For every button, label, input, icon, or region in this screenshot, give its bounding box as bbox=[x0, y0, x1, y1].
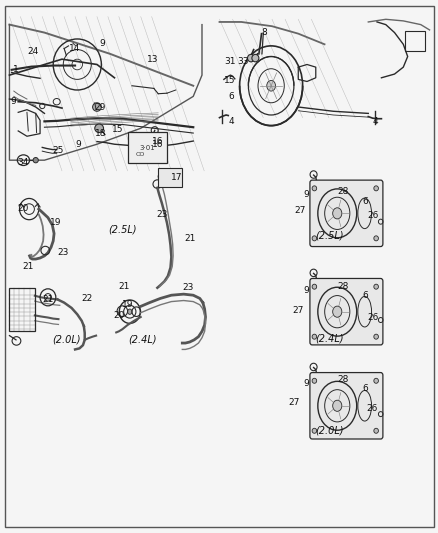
Text: 22: 22 bbox=[81, 294, 93, 303]
Text: 25: 25 bbox=[52, 146, 64, 155]
Text: 9: 9 bbox=[11, 97, 16, 106]
Ellipse shape bbox=[266, 80, 275, 91]
Ellipse shape bbox=[311, 334, 316, 339]
Text: 6: 6 bbox=[361, 384, 367, 393]
Text: 23: 23 bbox=[182, 283, 193, 292]
Text: 24: 24 bbox=[28, 47, 39, 55]
Text: 21: 21 bbox=[119, 282, 130, 291]
Text: 1: 1 bbox=[13, 66, 19, 74]
Text: 17: 17 bbox=[171, 173, 183, 182]
Text: 26: 26 bbox=[367, 212, 378, 221]
Text: 28: 28 bbox=[337, 187, 348, 196]
Text: 6: 6 bbox=[361, 197, 367, 206]
Text: 9: 9 bbox=[303, 286, 308, 295]
FancyBboxPatch shape bbox=[158, 168, 182, 187]
FancyBboxPatch shape bbox=[127, 132, 166, 163]
Text: (2.0L): (2.0L) bbox=[314, 425, 343, 435]
FancyBboxPatch shape bbox=[309, 373, 382, 439]
Ellipse shape bbox=[127, 309, 132, 314]
Text: CO: CO bbox=[135, 152, 145, 157]
FancyBboxPatch shape bbox=[5, 6, 433, 527]
Ellipse shape bbox=[332, 306, 341, 317]
Text: 19: 19 bbox=[49, 218, 61, 227]
Text: 21: 21 bbox=[22, 262, 34, 271]
Text: 28: 28 bbox=[337, 375, 348, 384]
Text: 18: 18 bbox=[95, 129, 106, 138]
Ellipse shape bbox=[311, 186, 316, 191]
Text: 9: 9 bbox=[99, 39, 105, 48]
Text: 3·01: 3·01 bbox=[139, 146, 154, 151]
Ellipse shape bbox=[373, 378, 378, 383]
Text: (2.0L): (2.0L) bbox=[52, 334, 81, 344]
Ellipse shape bbox=[311, 284, 316, 289]
Text: 16: 16 bbox=[151, 137, 163, 146]
Text: 13: 13 bbox=[147, 55, 159, 63]
Text: 15: 15 bbox=[223, 76, 235, 85]
Text: 27: 27 bbox=[291, 305, 303, 314]
Text: 4: 4 bbox=[228, 117, 233, 126]
Ellipse shape bbox=[92, 103, 101, 111]
Ellipse shape bbox=[311, 236, 316, 241]
Text: (2.5L): (2.5L) bbox=[314, 231, 343, 241]
Ellipse shape bbox=[311, 378, 316, 383]
FancyBboxPatch shape bbox=[309, 180, 382, 247]
Ellipse shape bbox=[33, 158, 38, 163]
Text: (2.4L): (2.4L) bbox=[128, 334, 157, 344]
Text: 20: 20 bbox=[113, 311, 125, 320]
Ellipse shape bbox=[373, 334, 378, 339]
Text: 16: 16 bbox=[151, 140, 163, 149]
Text: 21: 21 bbox=[42, 295, 53, 304]
Text: 19: 19 bbox=[122, 300, 134, 309]
Ellipse shape bbox=[332, 400, 341, 411]
Text: 33: 33 bbox=[237, 57, 248, 66]
Text: 31: 31 bbox=[223, 57, 235, 66]
Text: 23: 23 bbox=[57, 248, 69, 257]
Text: 9: 9 bbox=[303, 190, 308, 199]
Text: 27: 27 bbox=[288, 398, 299, 407]
Text: 8: 8 bbox=[261, 28, 266, 37]
Ellipse shape bbox=[332, 208, 341, 219]
Ellipse shape bbox=[373, 284, 378, 289]
Text: 6: 6 bbox=[361, 291, 367, 300]
Text: 15: 15 bbox=[112, 125, 124, 134]
Text: 23: 23 bbox=[155, 210, 167, 219]
Ellipse shape bbox=[373, 236, 378, 241]
Text: 28: 28 bbox=[337, 282, 348, 291]
Text: 20: 20 bbox=[17, 204, 28, 213]
Text: 27: 27 bbox=[294, 206, 305, 215]
Text: (2.5L): (2.5L) bbox=[108, 224, 136, 235]
Ellipse shape bbox=[95, 124, 103, 133]
Text: 26: 26 bbox=[367, 312, 378, 321]
Text: (2.4L): (2.4L) bbox=[314, 333, 343, 343]
Ellipse shape bbox=[247, 54, 254, 62]
Text: 4: 4 bbox=[372, 117, 378, 126]
Text: 9: 9 bbox=[303, 379, 308, 388]
Ellipse shape bbox=[373, 429, 378, 433]
Ellipse shape bbox=[373, 186, 378, 191]
Text: 6: 6 bbox=[228, 92, 233, 101]
Text: 29: 29 bbox=[95, 102, 106, 111]
Text: 9: 9 bbox=[75, 140, 81, 149]
Text: 26: 26 bbox=[365, 405, 377, 414]
Text: 34: 34 bbox=[17, 158, 28, 167]
FancyBboxPatch shape bbox=[309, 278, 382, 345]
Text: 14: 14 bbox=[68, 44, 80, 53]
Ellipse shape bbox=[251, 54, 258, 62]
Text: 21: 21 bbox=[184, 235, 195, 244]
Ellipse shape bbox=[311, 429, 316, 433]
